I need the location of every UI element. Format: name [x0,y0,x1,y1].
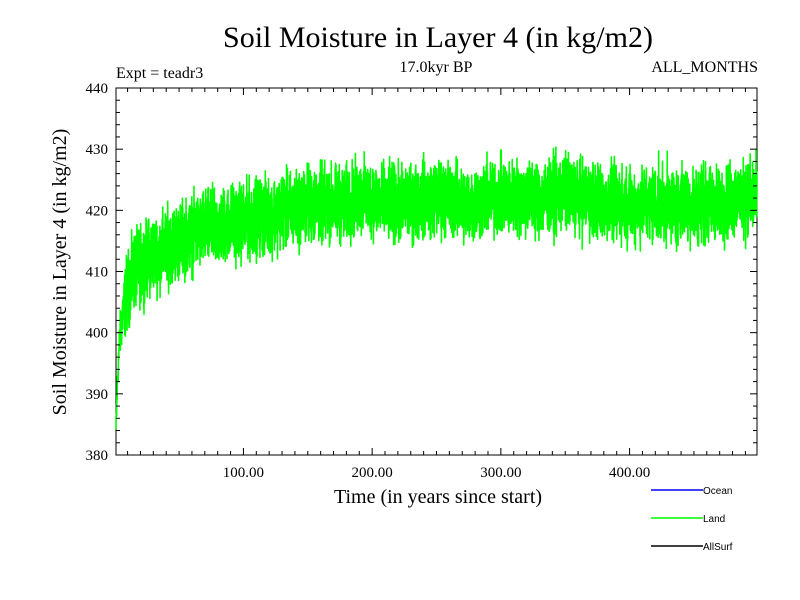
series-group [115,146,758,430]
x-axis-ticks: 100.00 200.00 300.00 400.00 [127,88,746,481]
y-tick-label: 410 [86,265,109,281]
y-tick-label: 420 [86,203,109,219]
plot-frame [115,87,758,456]
series-line-land [115,146,758,430]
plot-area: 100.00 200.00 300.00 400.00 380 390 400 410 420… [86,81,758,481]
experiment-label: Expt = teadr3 [116,65,203,82]
chart-title: Soil Moisture in Layer 4 (in kg/m2) [223,21,653,54]
y-axis-label: Soil Moisture in Layer 4 (in kg/m2) [49,129,71,416]
x-tick-label: 200.00 [352,465,393,481]
x-tick-label: 400.00 [609,465,650,481]
y-tick-label: 400 [86,326,109,342]
x-tick-label: 300.00 [480,465,521,481]
legend-label-ocean: Ocean [703,486,732,497]
y-tick-label: 390 [86,387,109,403]
legend: Ocean Land AllSurf [651,486,733,553]
x-axis-label: Time (in years since start) [334,486,542,508]
legend-label-land: Land [703,514,725,525]
period-label: 17.0kyr BP [400,59,473,76]
y-tick-label: 440 [86,81,109,97]
x-tick-label: 100.00 [223,465,264,481]
y-axis-ticks: 380 390 400 410 420 430 440 [86,81,757,464]
y-tick-label: 380 [86,448,109,464]
y-tick-label: 430 [86,142,109,158]
legend-label-allsurf: AllSurf [703,542,733,553]
months-label: ALL_MONTHS [651,59,758,76]
